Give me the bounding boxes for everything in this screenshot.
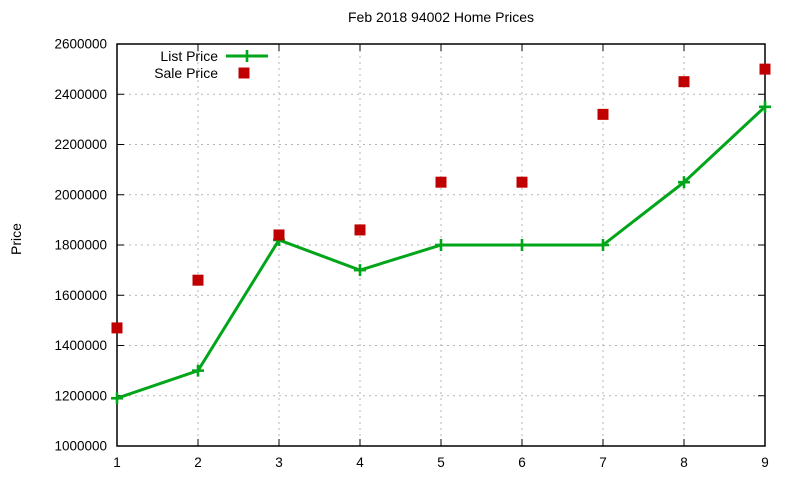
x-tick-label: 2 <box>194 455 202 470</box>
x-tick-label: 8 <box>680 455 688 470</box>
y-tick-label: 2400000 <box>54 87 107 102</box>
data-point-square <box>678 76 690 88</box>
y-tick-label: 1200000 <box>54 388 107 403</box>
data-point-square <box>354 224 366 236</box>
y-tick-label: 2600000 <box>54 37 107 52</box>
data-point-square <box>597 108 609 120</box>
y-tick-label: 2000000 <box>54 187 107 202</box>
y-tick-label: 1800000 <box>54 238 107 253</box>
legend-square-sample <box>238 67 250 79</box>
data-point-square <box>759 63 771 75</box>
x-tick-label: 6 <box>518 455 526 470</box>
x-tick-label: 9 <box>761 455 769 470</box>
x-tick-label: 5 <box>437 455 445 470</box>
y-tick-label: 2200000 <box>54 137 107 152</box>
chart-title: Feb 2018 94002 Home Prices <box>348 9 534 25</box>
legend-label: Sale Price <box>154 65 218 81</box>
y-tick-label: 1400000 <box>54 338 107 353</box>
data-point-square <box>273 229 285 241</box>
y-tick-label: 1600000 <box>54 288 107 303</box>
legend-label: List Price <box>160 48 218 64</box>
x-tick-label: 4 <box>356 455 364 470</box>
plot-border <box>116 43 766 447</box>
y-tick-label: 1000000 <box>54 439 107 454</box>
data-point-square <box>516 176 528 188</box>
data-point-square <box>192 274 204 286</box>
data-point-square <box>435 176 447 188</box>
data-point-square <box>111 322 123 334</box>
x-tick-label: 7 <box>599 455 607 470</box>
x-tick-label: 3 <box>275 455 283 470</box>
x-tick-label: 1 <box>113 455 121 470</box>
series-line-list-price <box>116 105 767 400</box>
